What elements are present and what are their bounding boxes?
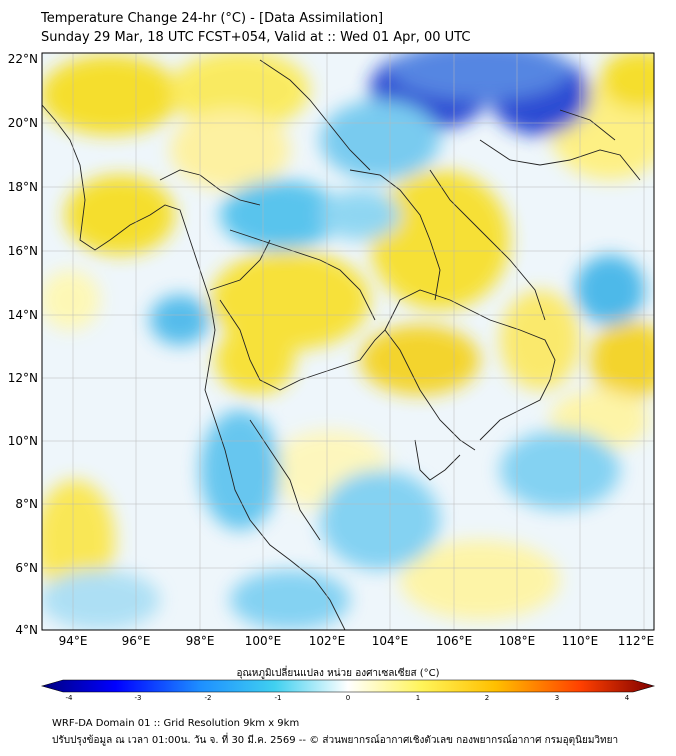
lon-label: 108°E	[499, 634, 536, 648]
colorbar-tick: 4	[625, 694, 630, 702]
lat-label: 22°N	[8, 52, 38, 66]
colorbar: -4 -3 -2 -1 0 1 2 3 4	[40, 679, 656, 702]
chart-subtitle: Sunday 29 Mar, 18 UTC FCST+054, Valid at…	[41, 30, 471, 45]
lat-label: 16°N	[8, 244, 38, 258]
lat-lon-grid	[42, 53, 654, 630]
lon-label: 98°E	[186, 634, 215, 648]
lat-label: 8°N	[15, 497, 38, 511]
lat-label: 12°N	[8, 371, 38, 385]
lon-label: 100°E	[245, 634, 282, 648]
lon-label: 96°E	[122, 634, 151, 648]
colorbar-tick: -4	[66, 694, 74, 702]
colorbar-tick: 2	[485, 694, 489, 702]
lon-label: 94°E	[59, 634, 88, 648]
lat-label: 20°N	[8, 116, 38, 130]
colorbar-tick: -1	[275, 694, 282, 702]
temperature-field	[42, 53, 654, 630]
lat-label: 4°N	[15, 623, 38, 637]
footer-model-info: WRF-DA Domain 01 :: Grid Resolution 9km …	[52, 718, 300, 729]
colorbar-label: อุณหภูมิเปลี่ยนแปลง หน่วย องศาเซลเซียส (…	[236, 668, 440, 679]
lon-axis: 94°E 96°E 98°E 100°E 102°E 104°E 106°E 1…	[59, 634, 655, 648]
footer-update-info: ปรับปรุงข้อมูล ณ เวลา 01:00น. วัน จ. ที่…	[52, 735, 619, 746]
colorbar-tick: -2	[205, 694, 212, 702]
colorbar-ramp	[40, 679, 656, 693]
lon-label: 102°E	[309, 634, 346, 648]
chart-title: Temperature Change 24-hr (°C) - [Data As…	[41, 11, 384, 26]
lon-label: 106°E	[436, 634, 473, 648]
colorbar-tick: 3	[555, 694, 559, 702]
lat-label: 18°N	[8, 180, 38, 194]
lon-label: 112°E	[618, 634, 655, 648]
colorbar-tick: -3	[135, 694, 142, 702]
lon-label: 104°E	[372, 634, 409, 648]
lat-axis: 22°N 20°N 18°N 16°N 14°N 12°N 10°N 8°N 6…	[8, 52, 38, 637]
map-frame	[41, 52, 655, 631]
lon-label: 110°E	[562, 634, 599, 648]
lat-label: 14°N	[8, 308, 38, 322]
colorbar-tick: 1	[416, 694, 420, 702]
colorbar-tick: 0	[346, 694, 350, 702]
lat-label: 6°N	[15, 561, 38, 575]
lat-label: 10°N	[8, 434, 38, 448]
